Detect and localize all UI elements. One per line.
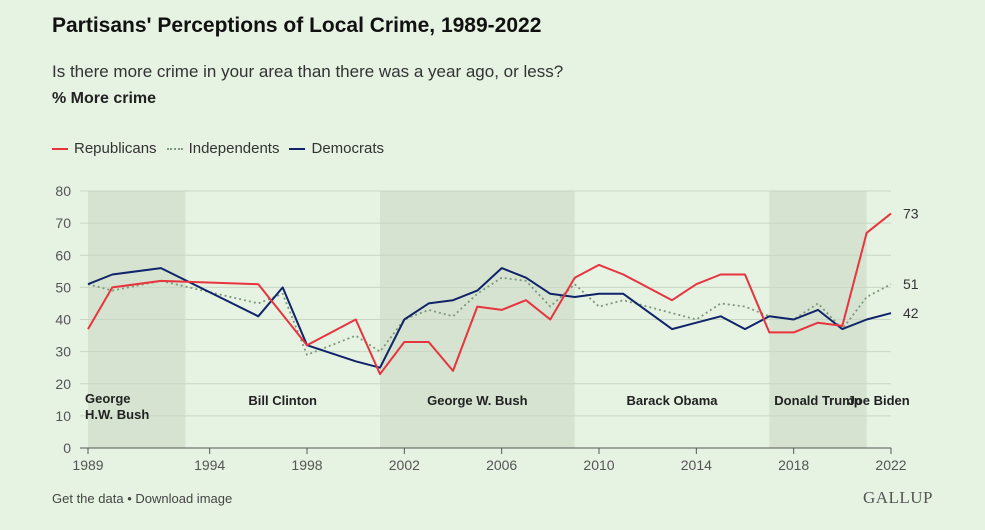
- y-tick-label-30: 30: [55, 344, 71, 360]
- legend-item-republicans[interactable]: Republicans: [52, 140, 157, 157]
- legend-swatch-republicans: [52, 147, 68, 150]
- y-tick-label-70: 70: [55, 215, 71, 231]
- legend-swatch-democrats: [289, 147, 306, 150]
- legend-item-independents[interactable]: Independents: [166, 140, 280, 157]
- legend-label-republicans: Republicans: [74, 140, 157, 157]
- footer-separator: •: [127, 491, 132, 506]
- series-line-republicans: [87, 212, 892, 376]
- footer-links: Get the data • Download image: [52, 491, 232, 506]
- chart-title: Partisans' Perceptions of Local Crime, 1…: [52, 14, 542, 37]
- series-line-democrats: [87, 267, 892, 369]
- gallup-logo: GALLUP: [862, 488, 933, 507]
- x-tick-label-1998: 1998: [291, 457, 322, 473]
- y-tick-label-80: 80: [55, 183, 71, 199]
- legend-label-democrats: Democrats: [311, 140, 385, 157]
- x-tick-label-2006: 2006: [486, 457, 517, 473]
- measure-label: % More crime: [52, 90, 157, 107]
- y-tick-label-20: 20: [55, 376, 71, 392]
- legend-label-independents: Independents: [188, 140, 280, 157]
- x-tick-label-1989: 1989: [72, 457, 103, 473]
- get-data-link[interactable]: Get the data: [52, 491, 124, 506]
- end-label-independents: 51: [903, 276, 919, 292]
- x-tick-label-2018: 2018: [778, 457, 809, 473]
- legend-item-democrats[interactable]: Democrats: [289, 140, 384, 157]
- legend-swatch-independents: [166, 147, 183, 150]
- presidency-label-2-0: George W. Bush: [427, 393, 527, 408]
- download-image-link[interactable]: Download image: [135, 491, 233, 506]
- y-tick-label-40: 40: [55, 312, 71, 328]
- presidency-label-0-0: George: [85, 391, 131, 406]
- x-tick-label-1994: 1994: [194, 457, 225, 473]
- presidency-label-3-0: Barack Obama: [626, 393, 718, 408]
- chart-subtitle: Is there more crime in your area than th…: [52, 62, 564, 81]
- end-label-republicans: 73: [903, 205, 919, 221]
- legend: Republicans Independents Democrats: [52, 140, 394, 157]
- y-tick-label-50: 50: [55, 279, 71, 295]
- x-tick-label-2002: 2002: [389, 457, 420, 473]
- x-tick-label-2014: 2014: [681, 457, 712, 473]
- x-tick-label-2022: 2022: [875, 457, 906, 473]
- presidency-label-1-0: Bill Clinton: [248, 393, 317, 408]
- end-label-democrats: 42: [903, 305, 919, 321]
- presidency-label-0-1: H.W. Bush: [85, 407, 149, 422]
- y-tick-label-10: 10: [55, 408, 71, 424]
- x-tick-label-2010: 2010: [583, 457, 614, 473]
- presidency-label-5-0: Joe Biden: [848, 393, 910, 408]
- y-tick-label-60: 60: [55, 247, 71, 263]
- presidency-label-4-0: Donald Trump: [774, 393, 861, 408]
- y-tick-label-0: 0: [63, 440, 71, 456]
